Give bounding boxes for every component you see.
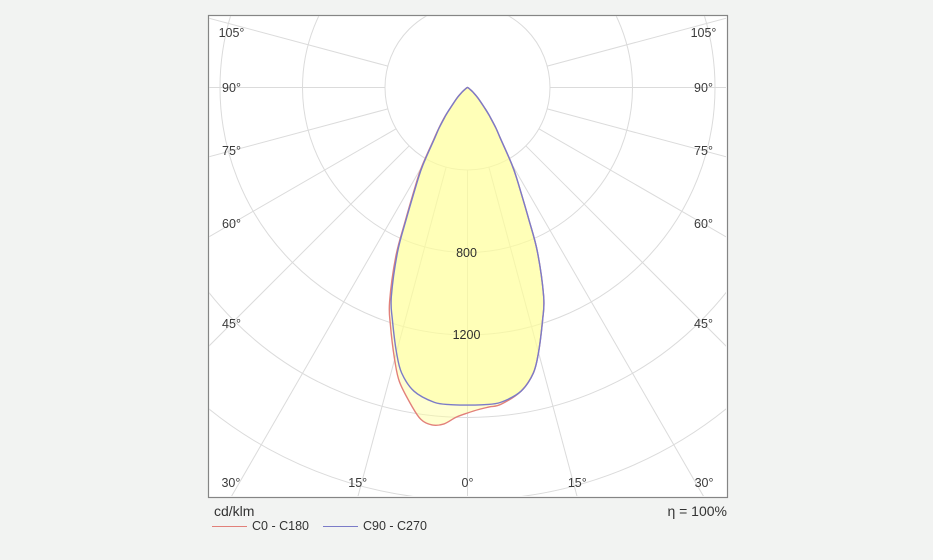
radial-line--15 [357,167,447,496]
legend-line-c90-c270 [322,525,358,527]
angle-label-left-45: 45° [222,316,241,331]
angle-label-bottom-0: 0° [461,475,474,490]
radial-line-45 [525,145,726,347]
angle-label-left-75: 75° [222,143,241,158]
legend-label-c0-c180: C0 - C180 [252,519,309,533]
radial-line--30 [231,158,427,496]
curve-c90-c270 [390,86,545,406]
radial-line--105 [209,17,388,67]
angle-label-left-60: 60° [222,216,241,231]
radial-line--45 [209,145,410,347]
radial-line--75 [209,108,388,158]
legend: C0 - C180 C90 - C270 [212,519,427,533]
radial-line-60 [538,128,726,238]
legend-line-c0-c180 [212,525,247,527]
radial-line-15 [488,167,578,496]
angle-label-right-45: 45° [694,316,713,331]
angle-label-bottom-m15: 15° [348,475,368,490]
curve-fill-c0-c180 [389,87,545,426]
angle-label-bottom-15: 15° [567,475,587,490]
units-label: cd/klm [214,503,255,519]
radial-line-75 [547,108,726,158]
legend-label-c90-c270: C90 - C270 [362,519,427,533]
angle-label-left-90: 90° [222,80,241,95]
curve-fill-c90-c270 [390,87,545,406]
angle-label-bottom-m30: 30° [221,475,241,490]
radial-line-105 [547,17,726,67]
radial-line-30 [508,158,704,496]
ring-label-800: 800 [456,245,477,260]
ring-label-1200: 1200 [452,327,481,342]
legend-item-c0-c180: C0 - C180 [212,519,309,533]
radial-line--60 [209,128,397,238]
angle-label-right-90: 90° [694,80,713,95]
angle-label-right-75: 75° [694,143,713,158]
legend-item-c90-c270: C90 - C270 [322,519,427,533]
angle-label-bottom-30: 30° [694,475,714,490]
angle-label-right-105: 105° [690,25,717,40]
efficiency-label: η = 100% [667,503,727,519]
angle-label-left-105: 105° [218,25,245,40]
angle-label-right-60: 60° [694,216,713,231]
